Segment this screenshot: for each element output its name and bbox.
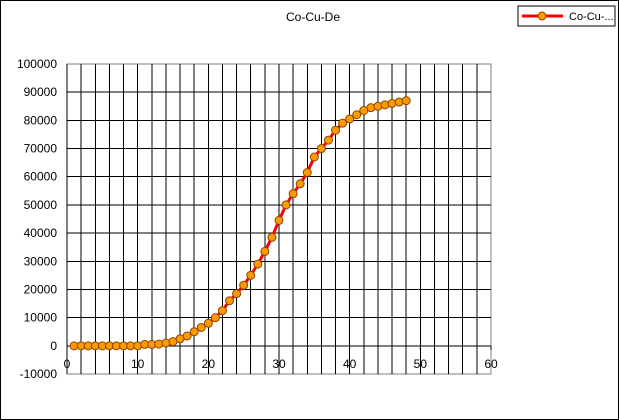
data-point	[288, 189, 298, 199]
y-tick-label: 40000	[24, 226, 58, 240]
y-tick-label: -10000	[20, 367, 58, 381]
y-tick-label: 50000	[24, 198, 58, 212]
data-point	[182, 331, 192, 341]
legend[interactable]: Co-Cu-...	[517, 5, 616, 27]
x-tick-label: 0	[64, 357, 71, 371]
x-tick-label: 10	[131, 357, 145, 371]
data-point	[345, 114, 355, 124]
legend-box	[517, 5, 616, 27]
data-point	[260, 246, 270, 256]
data-point	[246, 270, 256, 280]
legend-label: Co-Cu-...	[569, 11, 614, 23]
data-point	[196, 323, 206, 332]
data-point	[338, 118, 348, 128]
data-point	[323, 135, 333, 145]
x-tick-label: 30	[272, 357, 286, 371]
x-tick-label: 60	[484, 357, 498, 371]
data-point	[274, 215, 284, 225]
data-point	[295, 179, 305, 189]
data-point	[309, 152, 319, 162]
legend-marker	[537, 11, 547, 21]
data-point	[401, 96, 411, 106]
series-layer	[69, 96, 411, 351]
y-tick-label: 60000	[24, 170, 58, 184]
y-tick-label: 90000	[24, 85, 58, 99]
x-tick-labels: 0 10 20 30 40 50 60	[64, 357, 498, 371]
x-tick-label: 40	[343, 357, 357, 371]
y-tick-label: 100000	[17, 57, 57, 71]
data-point	[217, 306, 227, 316]
y-tick-label: 0	[50, 339, 57, 353]
y-tick-label: 70000	[24, 142, 58, 156]
x-tick-label: 50	[414, 357, 428, 371]
data-point	[225, 296, 235, 306]
data-point	[281, 200, 291, 210]
data-point	[239, 280, 249, 290]
data-point	[352, 110, 362, 120]
data-point	[210, 313, 220, 323]
chart-title: Co-Cu-De	[286, 10, 340, 24]
data-point	[253, 259, 263, 269]
data-point	[189, 327, 199, 337]
data-point	[232, 289, 242, 299]
y-tick-label: 30000	[24, 254, 58, 268]
y-tick-label: 80000	[24, 113, 58, 127]
data-point	[316, 144, 326, 154]
data-point	[203, 318, 213, 328]
y-tick-label: 10000	[24, 311, 58, 325]
y-tick-label: 20000	[24, 282, 58, 296]
data-point	[331, 125, 341, 135]
data-point	[267, 232, 277, 242]
grid-lines	[67, 64, 491, 374]
x-tick-label: 20	[202, 357, 216, 371]
data-point	[302, 168, 312, 177]
y-tick-labels: -10000 0 10000 20000 30000 40000 50000 60000 700…	[17, 57, 57, 381]
